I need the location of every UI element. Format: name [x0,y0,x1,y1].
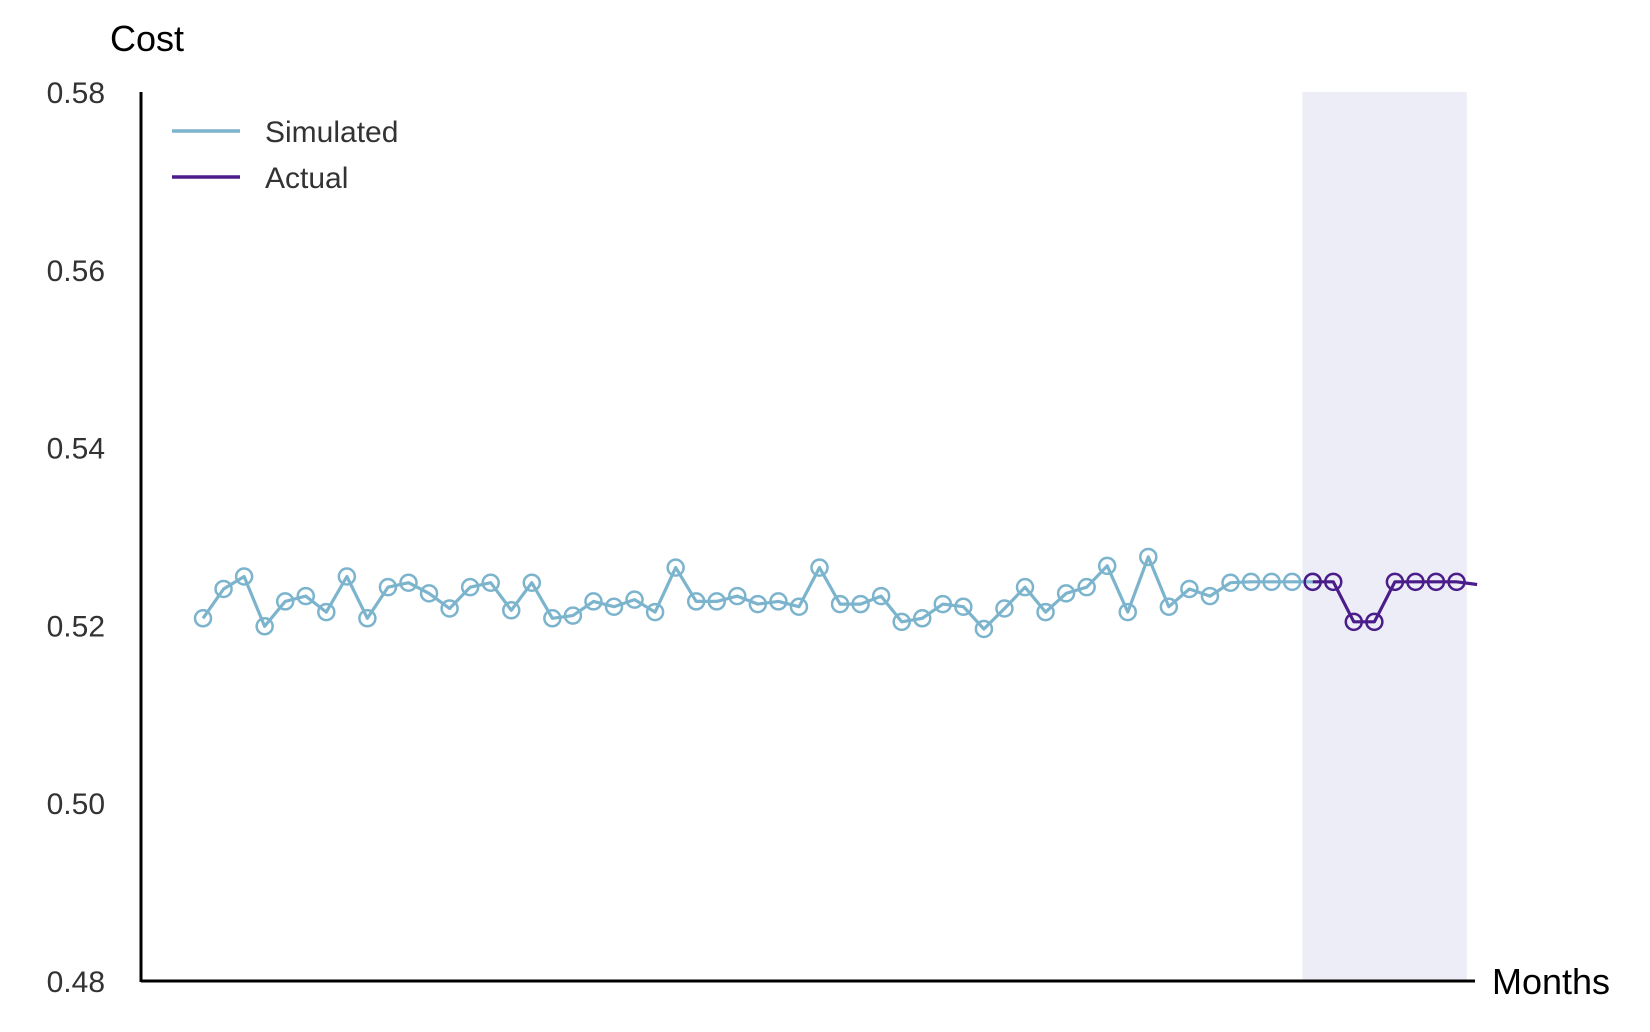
data-point-0 [851,594,870,614]
data-point-0 [563,606,583,625]
data-point-0 [686,592,706,611]
data-point-0 [995,599,1014,618]
data-point-0 [1262,572,1281,592]
data-point-0 [974,619,994,639]
data-point-0 [1221,573,1240,592]
data-point-0 [1180,579,1199,599]
data-point-0 [275,592,295,611]
y-tick-label: 0.54 [47,433,105,466]
legend-label: Actual [265,162,348,195]
highlight-region [1302,92,1467,981]
data-point-0 [317,602,336,622]
data-point-0 [358,609,377,628]
legend-label: Simulated [265,116,398,149]
data-point-0 [1097,556,1117,576]
data-point-0 [871,586,891,606]
data-point-0 [645,602,665,622]
data-point-0 [1077,577,1096,597]
data-point-1 [1324,572,1343,592]
data-point-1 [1303,572,1322,592]
data-point-0 [666,558,685,577]
y-tick-label: 0.58 [47,77,105,110]
data-point-0 [1241,572,1261,592]
data-point-0 [543,609,562,628]
data-point-0 [625,590,644,609]
data-point-0 [378,577,398,597]
data-point-0 [399,573,418,592]
data-point-0 [1015,577,1035,597]
data-point-0 [214,579,233,599]
data-point-0 [193,609,213,628]
data-point-0 [522,573,542,592]
data-point-0 [1036,602,1055,622]
data-point-0 [584,592,603,611]
data-point-0 [296,586,315,606]
data-point-1 [1426,572,1446,592]
data-point-0 [728,586,747,606]
data-point-0 [419,584,439,603]
x-axis-title: Months [1492,961,1610,1002]
data-point-0 [440,599,459,618]
data-point-1 [1447,572,1466,592]
data-point-0 [1139,547,1158,567]
data-point-0 [933,594,953,614]
data-point-0 [337,567,357,586]
y-tick-label: 0.50 [47,788,105,821]
data-point-0 [789,597,809,616]
data-point-0 [502,601,521,620]
data-point-0 [892,612,911,632]
y-axis-title: Cost [110,18,184,59]
data-point-0 [748,594,768,614]
data-point-0 [830,594,850,614]
data-point-0 [234,567,254,586]
data-point-0 [1282,572,1302,592]
data-point-0 [604,597,624,616]
data-point-1 [1406,572,1425,592]
data-point-1 [1385,572,1405,592]
data-point-0 [255,617,274,636]
data-point-1 [1344,612,1364,632]
y-tick-label: 0.56 [47,255,105,288]
data-point-0 [707,592,726,611]
data-point-0 [810,558,829,577]
data-point-0 [913,609,932,628]
data-point-0 [954,597,973,616]
series-line-0 [201,555,1313,631]
data-point-0 [1118,602,1137,622]
y-tick-label: 0.52 [47,610,105,643]
data-point-0 [1056,584,1076,603]
data-point-0 [769,592,788,611]
y-tick-label: 0.48 [47,966,105,999]
data-point-0 [1200,586,1220,606]
data-point-1 [1365,612,1384,632]
data-point-0 [481,573,500,592]
data-point-0 [1159,597,1179,616]
data-point-0 [460,577,480,597]
